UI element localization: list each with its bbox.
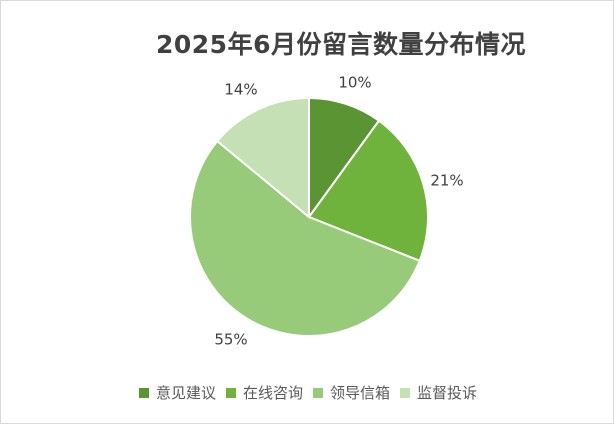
legend-label-3: 领导信箱 [330,384,391,402]
legend: 意见建议 在线咨询 领导信箱 监督投诉 [1,382,614,403]
pie-slice-1 [308,96,381,221]
legend-swatch-3 [313,387,323,398]
data-label-1: 10% [338,74,371,92]
legend-swatch-4 [400,387,411,398]
pie-slice-4 [215,96,310,220]
pie-slice-2 [307,119,429,263]
legend-item-2: 在线咨询 [225,382,303,403]
data-label-2: 21% [430,172,463,190]
chart-title: 2025年6月份留言数量分布情况 [156,30,526,59]
data-label-4: 14% [224,81,257,99]
legend-label-1: 意见建议 [155,384,216,402]
legend-label-2: 在线咨询 [242,384,303,402]
legend-swatch-1 [138,387,149,398]
legend-item-3: 领导信箱 [313,382,390,403]
pie-slice-3 [189,139,421,337]
data-label-3: 55% [214,331,247,349]
legend-item-4: 监督投诉 [400,382,477,403]
legend-swatch-2 [225,387,236,398]
legend-item-1: 意见建议 [138,382,216,403]
legend-label-4: 监督投诉 [417,384,478,402]
